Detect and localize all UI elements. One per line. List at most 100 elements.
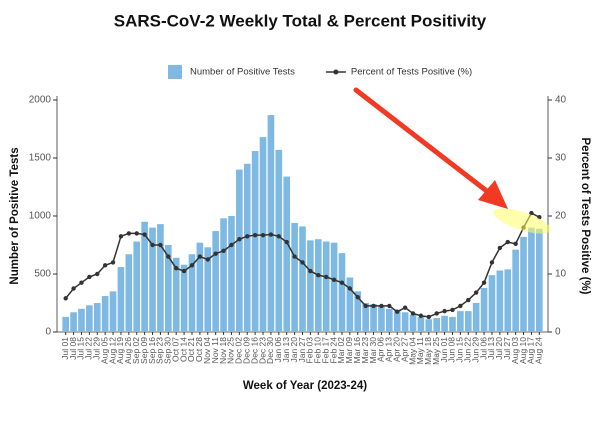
- x-tick-label: Aug 17: [526, 337, 536, 364]
- line-point: [505, 239, 510, 245]
- line-point: [71, 286, 76, 291]
- bar: [275, 149, 283, 332]
- x-tick-label: Apr 27: [399, 337, 409, 362]
- bar: [314, 239, 322, 332]
- y2-tick-label: 10: [555, 269, 567, 280]
- x-tick-label: Aug 12: [107, 337, 117, 364]
- x-tick-label: Aug 24: [534, 337, 544, 364]
- line-point: [316, 272, 321, 278]
- x-tick-label: Oct 14: [178, 337, 188, 362]
- bar: [291, 222, 298, 332]
- line-point: [292, 254, 297, 259]
- line-point: [379, 303, 384, 309]
- chart-title: SARS-CoV-2 Weekly Total & Percent Positi…: [114, 11, 487, 30]
- x-tick-label: Mar 23: [360, 337, 370, 364]
- line-point: [276, 234, 282, 239]
- y-tick-label: 1500: [29, 153, 52, 164]
- line-point: [497, 245, 503, 251]
- bar: [93, 303, 101, 332]
- line-point: [158, 242, 163, 248]
- x-tick-label: Aug 05: [99, 337, 109, 364]
- line-point: [142, 232, 147, 237]
- bar: [299, 226, 306, 332]
- line-point: [450, 307, 455, 313]
- line-point: [473, 290, 479, 295]
- x-tick-label: Sep 30: [163, 337, 173, 364]
- line-point: [268, 232, 274, 237]
- line-point: [213, 251, 218, 256]
- bar: [528, 227, 535, 332]
- x-tick-label: Feb 03: [305, 337, 315, 364]
- x-tick-label: Jul 20: [494, 337, 504, 360]
- arrow-shaft: [353, 87, 491, 195]
- bar: [70, 312, 77, 332]
- x-tick-label: Aug 26: [123, 337, 133, 364]
- x-tick-label: Dec 23: [257, 337, 267, 364]
- bar: [512, 249, 519, 332]
- bar: [196, 242, 204, 332]
- x-tick-label: Feb 17: [320, 337, 330, 364]
- highlight: [493, 208, 551, 234]
- y-tick-label: 500: [34, 269, 51, 280]
- bar: [322, 241, 330, 332]
- x-tick-label: Sep 09: [139, 337, 149, 364]
- x-tick-label: Jan 06: [273, 337, 283, 363]
- x-tick-label: Mar 16: [352, 337, 362, 364]
- line-point: [260, 232, 266, 238]
- bar: [133, 241, 141, 332]
- line-point: [300, 260, 305, 265]
- bar: [62, 316, 69, 332]
- line-point: [95, 271, 100, 277]
- x-tick-label: Jul 22: [84, 337, 94, 360]
- legend-swatch: [168, 65, 182, 79]
- line-point: [387, 303, 392, 309]
- bar: [409, 314, 417, 332]
- y2-tick-label: 40: [555, 95, 567, 106]
- bar: [251, 151, 259, 332]
- bar: [520, 236, 527, 332]
- x-tick-label: May 18: [423, 337, 433, 365]
- arrow-head: [478, 180, 508, 209]
- line-point: [513, 241, 518, 247]
- x-tick-label: Jul 27: [502, 337, 512, 360]
- bar: [472, 303, 480, 332]
- x-tick-label: Mar 02: [336, 337, 346, 364]
- bar: [536, 228, 543, 332]
- y2-tick-label: 20: [555, 211, 567, 222]
- line-point: [181, 268, 187, 274]
- bar: [86, 305, 93, 332]
- bar: [109, 291, 117, 332]
- bar: [228, 216, 235, 332]
- y2-tick-label: 0: [555, 327, 561, 338]
- x-tick-label: Jun 29: [470, 337, 480, 363]
- line-point: [229, 242, 234, 248]
- bar: [236, 169, 243, 332]
- x-tick-label: Oct 07: [170, 337, 180, 362]
- line-point: [126, 231, 132, 236]
- line-point: [134, 231, 139, 236]
- x-tick-label: Jan 27: [297, 337, 307, 363]
- line-point: [331, 277, 337, 282]
- bar: [149, 227, 156, 332]
- line-point: [402, 305, 408, 310]
- line-point: [150, 242, 155, 248]
- y2-tick-label: 30: [555, 153, 567, 164]
- bar: [370, 304, 377, 332]
- line-point: [489, 260, 495, 265]
- bar: [449, 316, 456, 332]
- bar: [441, 315, 448, 332]
- x-tick-label: Dec 16: [249, 337, 259, 364]
- line-point: [197, 254, 203, 259]
- bar: [457, 311, 464, 332]
- line-point: [426, 314, 432, 320]
- line-point: [237, 237, 242, 242]
- line-point: [87, 274, 92, 280]
- line-point: [102, 263, 108, 268]
- x-tick-label: Jun 08: [447, 337, 457, 363]
- line-point: [221, 248, 226, 253]
- line-point: [458, 303, 463, 309]
- line-point: [308, 268, 313, 274]
- legend-label: Percent of Tests Positive (%): [351, 67, 472, 78]
- bar: [180, 264, 188, 332]
